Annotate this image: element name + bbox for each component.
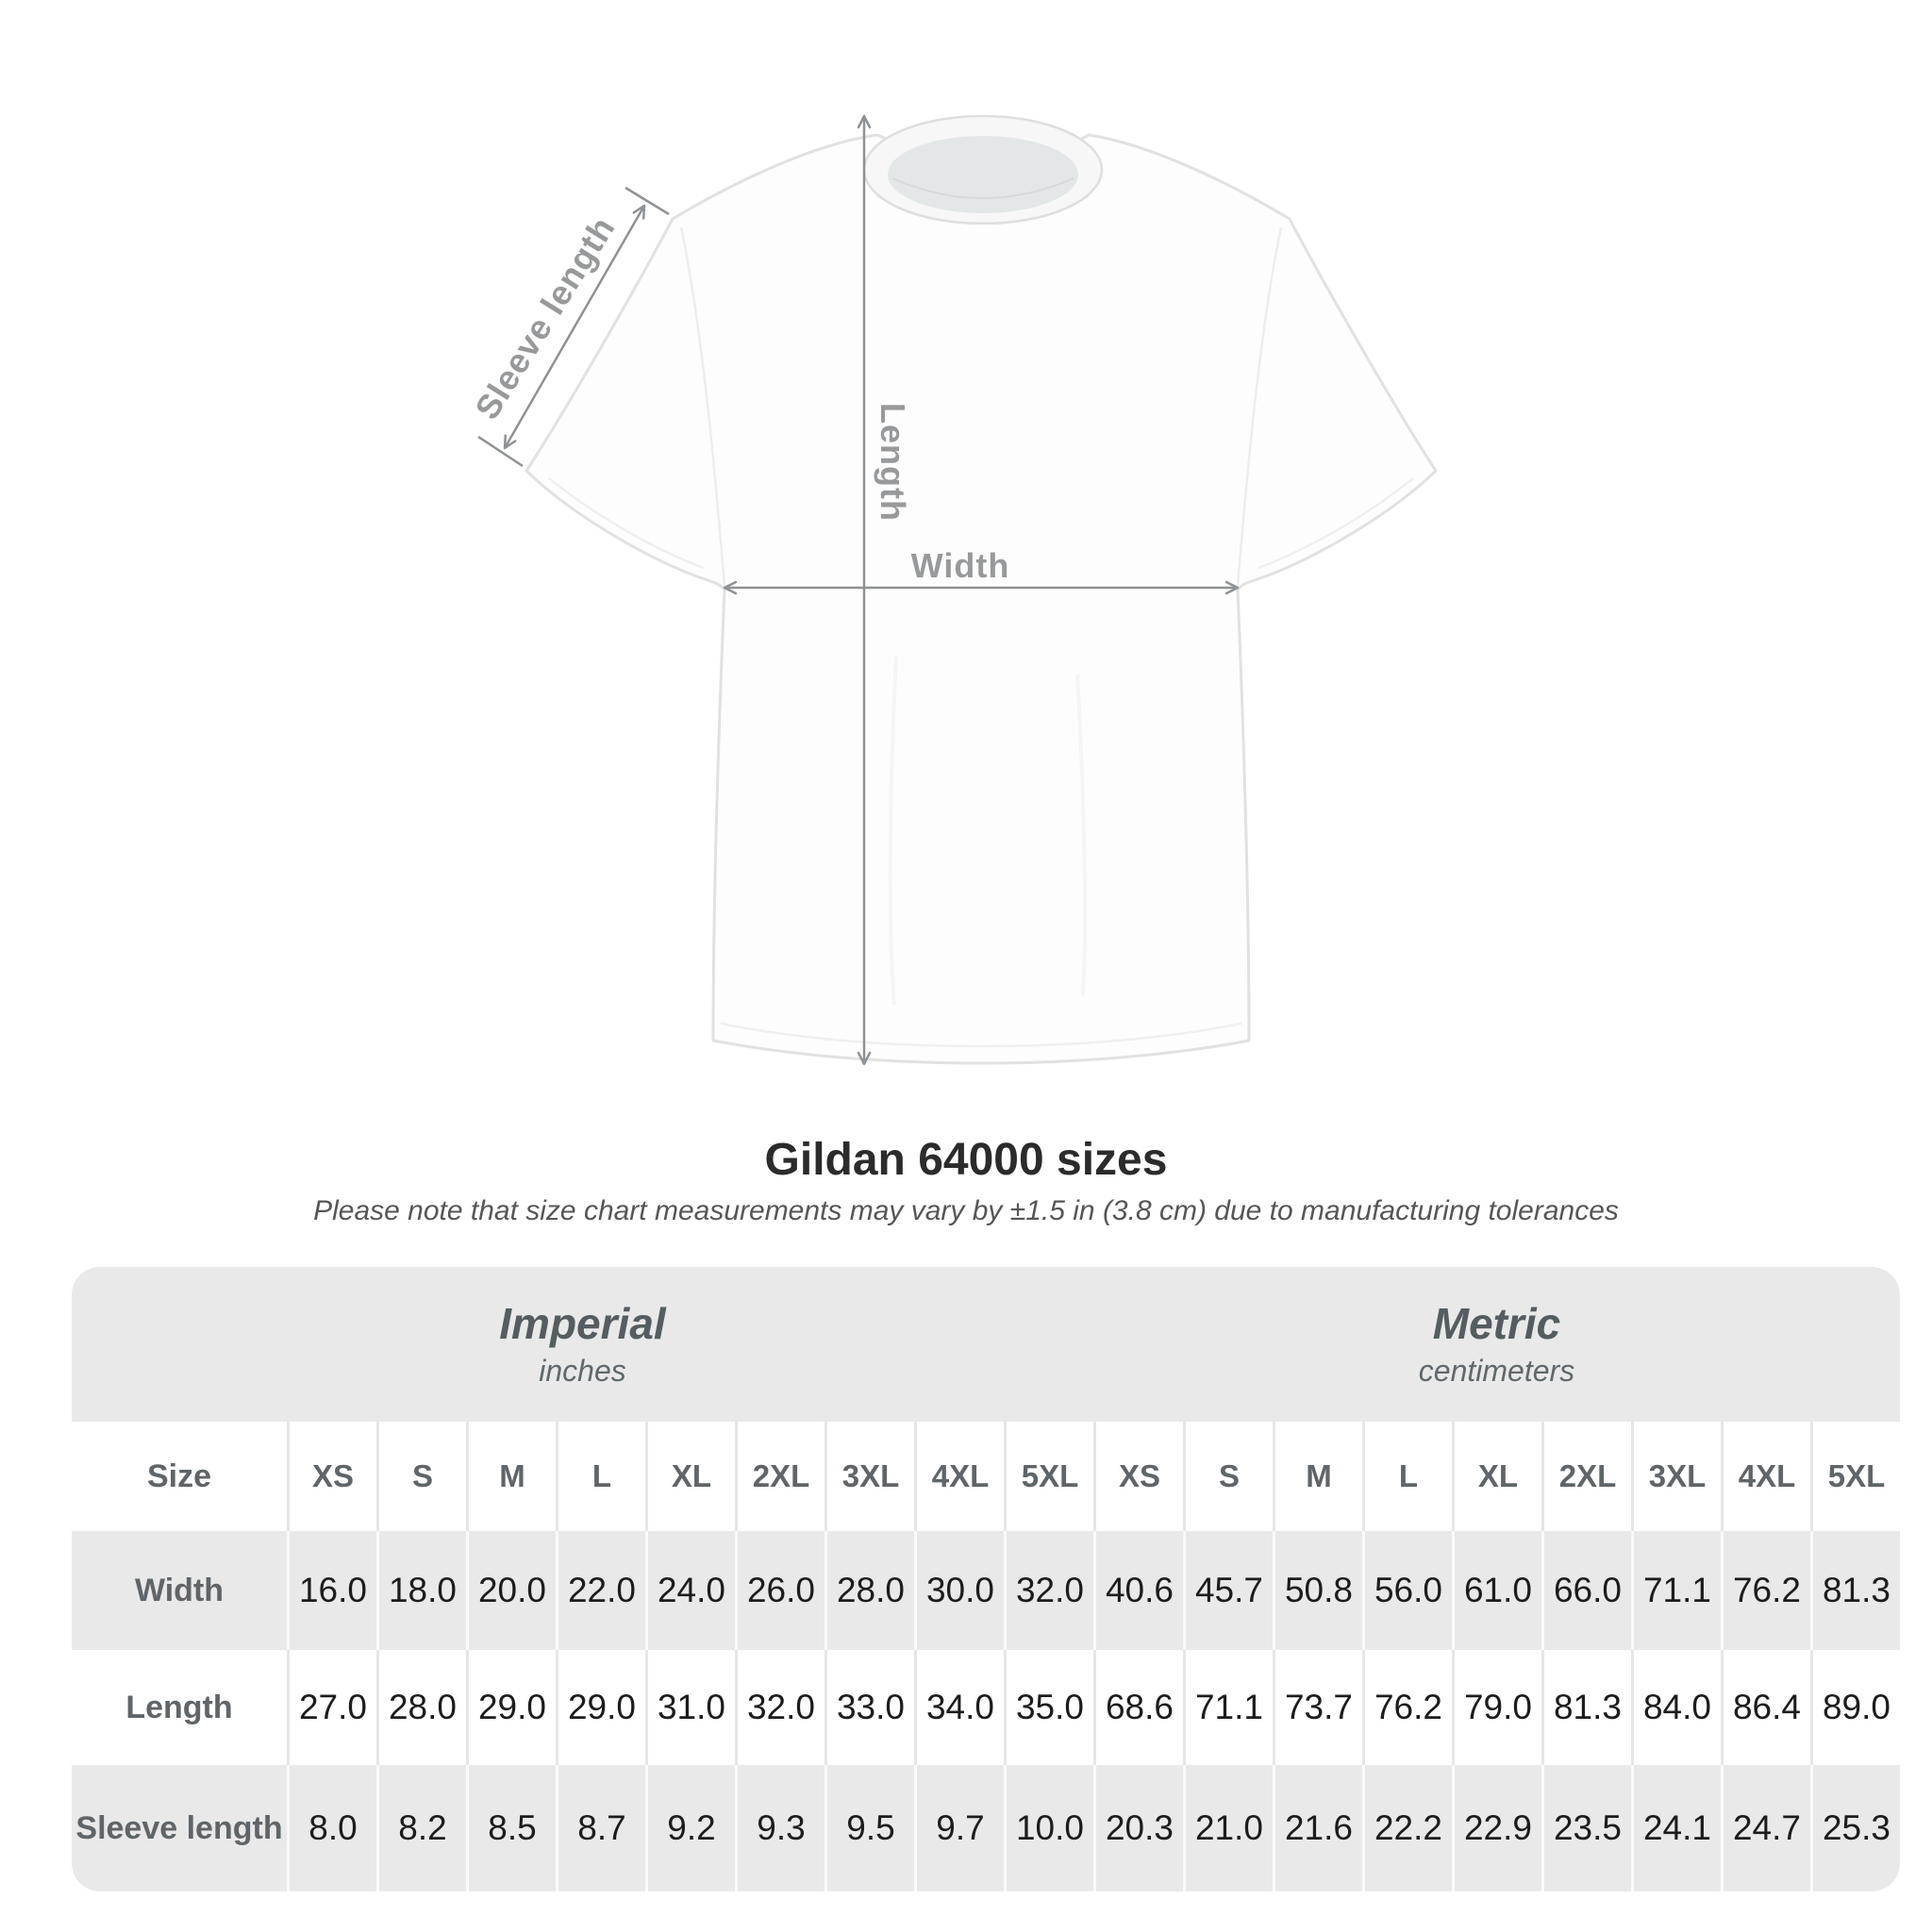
value-cell: 21.6	[1273, 1765, 1362, 1891]
value-cell: 23.5	[1541, 1765, 1631, 1891]
metric-header: Metric centimeters	[1093, 1267, 1900, 1422]
value-cell: 71.1	[1631, 1531, 1721, 1650]
value-cell: 33.0	[824, 1650, 914, 1765]
value-cell: 10.0	[1004, 1765, 1093, 1891]
value-cell: 24.7	[1721, 1765, 1810, 1891]
value-cell: 20.3	[1093, 1765, 1183, 1891]
imperial-title: Imperial	[499, 1299, 666, 1348]
value-cell: 9.2	[645, 1765, 735, 1891]
value-cell: 30.0	[914, 1531, 1004, 1650]
value-cell: 25.3	[1810, 1765, 1900, 1891]
value-cell: 8.5	[466, 1765, 556, 1891]
size-col-header: 3XL	[824, 1422, 914, 1531]
size-col-header: XS	[287, 1422, 376, 1531]
table-row: Length 27.0 28.0 29.0 29.0 31.0 32.0 33.0 34.0 35…	[72, 1650, 1900, 1765]
value-cell: 8.2	[376, 1765, 466, 1891]
size-col-header: 2XL	[1541, 1422, 1631, 1531]
size-col-header: XL	[1452, 1422, 1541, 1531]
size-col-header: S	[1183, 1422, 1273, 1531]
value-cell: 28.0	[824, 1531, 914, 1650]
unit-header-band: Imperial inches Metric centimeters	[72, 1267, 1900, 1422]
value-cell: 9.3	[735, 1765, 824, 1891]
value-cell: 76.2	[1721, 1531, 1810, 1650]
size-col-header: 4XL	[914, 1422, 1004, 1531]
value-cell: 29.0	[556, 1650, 645, 1765]
value-cell: 8.7	[556, 1765, 645, 1891]
value-cell: 8.0	[287, 1765, 376, 1891]
size-col-header: XL	[645, 1422, 735, 1531]
size-col-header: M	[466, 1422, 556, 1531]
value-cell: 24.0	[645, 1531, 735, 1650]
size-col-header: 5XL	[1810, 1422, 1900, 1531]
value-cell: 31.0	[645, 1650, 735, 1765]
value-cell: 32.0	[735, 1650, 824, 1765]
value-cell: 86.4	[1721, 1650, 1810, 1765]
value-cell: 32.0	[1004, 1531, 1093, 1650]
value-cell: 9.7	[914, 1765, 1004, 1891]
value-cell: 22.9	[1452, 1765, 1541, 1891]
size-col-header: S	[376, 1422, 466, 1531]
value-cell: 28.0	[376, 1650, 466, 1765]
value-cell: 21.0	[1183, 1765, 1273, 1891]
table-row: Width 16.0 18.0 20.0 22.0 24.0 26.0 28.0 30.0 32.…	[72, 1531, 1900, 1650]
value-cell: 16.0	[287, 1531, 376, 1650]
value-cell: 34.0	[914, 1650, 1004, 1765]
row-label: Length	[125, 1689, 233, 1725]
value-cell: 61.0	[1452, 1531, 1541, 1650]
value-cell: 81.3	[1541, 1650, 1631, 1765]
size-col-header: 5XL	[1004, 1422, 1093, 1531]
value-cell: 20.0	[466, 1531, 556, 1650]
sleeve-length-arrow	[477, 186, 670, 468]
size-col-header: 3XL	[1631, 1422, 1721, 1531]
page-title: Gildan 64000 sizes	[764, 1135, 1168, 1185]
size-col-header: L	[1362, 1422, 1452, 1531]
metric-title: Metric	[1432, 1299, 1561, 1348]
row-label: Width	[134, 1572, 225, 1608]
value-cell: 18.0	[376, 1531, 466, 1650]
length-label: Length	[874, 403, 912, 522]
value-cell: 79.0	[1452, 1650, 1541, 1765]
row-label: Sleeve length	[75, 1809, 283, 1846]
value-cell: 73.7	[1273, 1650, 1362, 1765]
tolerance-note: Please note that size chart measurements…	[313, 1195, 1619, 1226]
width-label: Width	[910, 546, 1010, 585]
value-cell: 24.1	[1631, 1765, 1721, 1891]
size-col-header: 4XL	[1721, 1422, 1810, 1531]
size-table: Imperial inches Metric centimeters Size X…	[72, 1267, 1900, 1891]
tshirt-illustration	[477, 114, 1438, 1066]
table-row: Sleeve length 8.0 8.2 8.5 8.7 9.2 9.3 9.5 9.7 10.…	[72, 1765, 1900, 1891]
value-cell: 66.0	[1541, 1531, 1631, 1650]
value-cell: 76.2	[1362, 1650, 1452, 1765]
value-cell: 40.6	[1093, 1531, 1183, 1650]
value-cell: 35.0	[1004, 1650, 1093, 1765]
value-cell: 22.2	[1362, 1765, 1452, 1891]
value-cell: 71.1	[1183, 1650, 1273, 1765]
imperial-header: Imperial inches	[72, 1267, 1093, 1422]
value-cell: 27.0	[287, 1650, 376, 1765]
size-col-header: 2XL	[735, 1422, 824, 1531]
value-cell: 9.5	[824, 1765, 914, 1891]
tshirt-diagram	[368, 52, 1594, 1108]
value-cell: 56.0	[1362, 1531, 1452, 1650]
size-col-header: L	[556, 1422, 645, 1531]
size-header-cell: Size	[146, 1457, 212, 1494]
value-cell: 26.0	[735, 1531, 824, 1650]
value-cell: 84.0	[1631, 1650, 1721, 1765]
value-cell: 68.6	[1093, 1650, 1183, 1765]
size-col-header: M	[1273, 1422, 1362, 1531]
value-cell: 29.0	[466, 1650, 556, 1765]
metric-unit: centimeters	[1418, 1354, 1575, 1388]
value-cell: 89.0	[1810, 1650, 1900, 1765]
tee-shape	[525, 114, 1438, 1065]
value-cell: 50.8	[1273, 1531, 1362, 1650]
imperial-unit: inches	[539, 1354, 626, 1388]
value-cell: 81.3	[1810, 1531, 1900, 1650]
table-rows: Width 16.0 18.0 20.0 22.0 24.0 26.0 28.0 30.0 32.…	[72, 1531, 1900, 1891]
size-col-header: XS	[1093, 1422, 1183, 1531]
value-cell: 45.7	[1183, 1531, 1273, 1650]
size-row: Size XS S M L XL 2XL 3XL 4XL 5XL XS S M L XL 2XL 3XL 4XL 5…	[72, 1422, 1900, 1531]
value-cell: 22.0	[556, 1531, 645, 1650]
